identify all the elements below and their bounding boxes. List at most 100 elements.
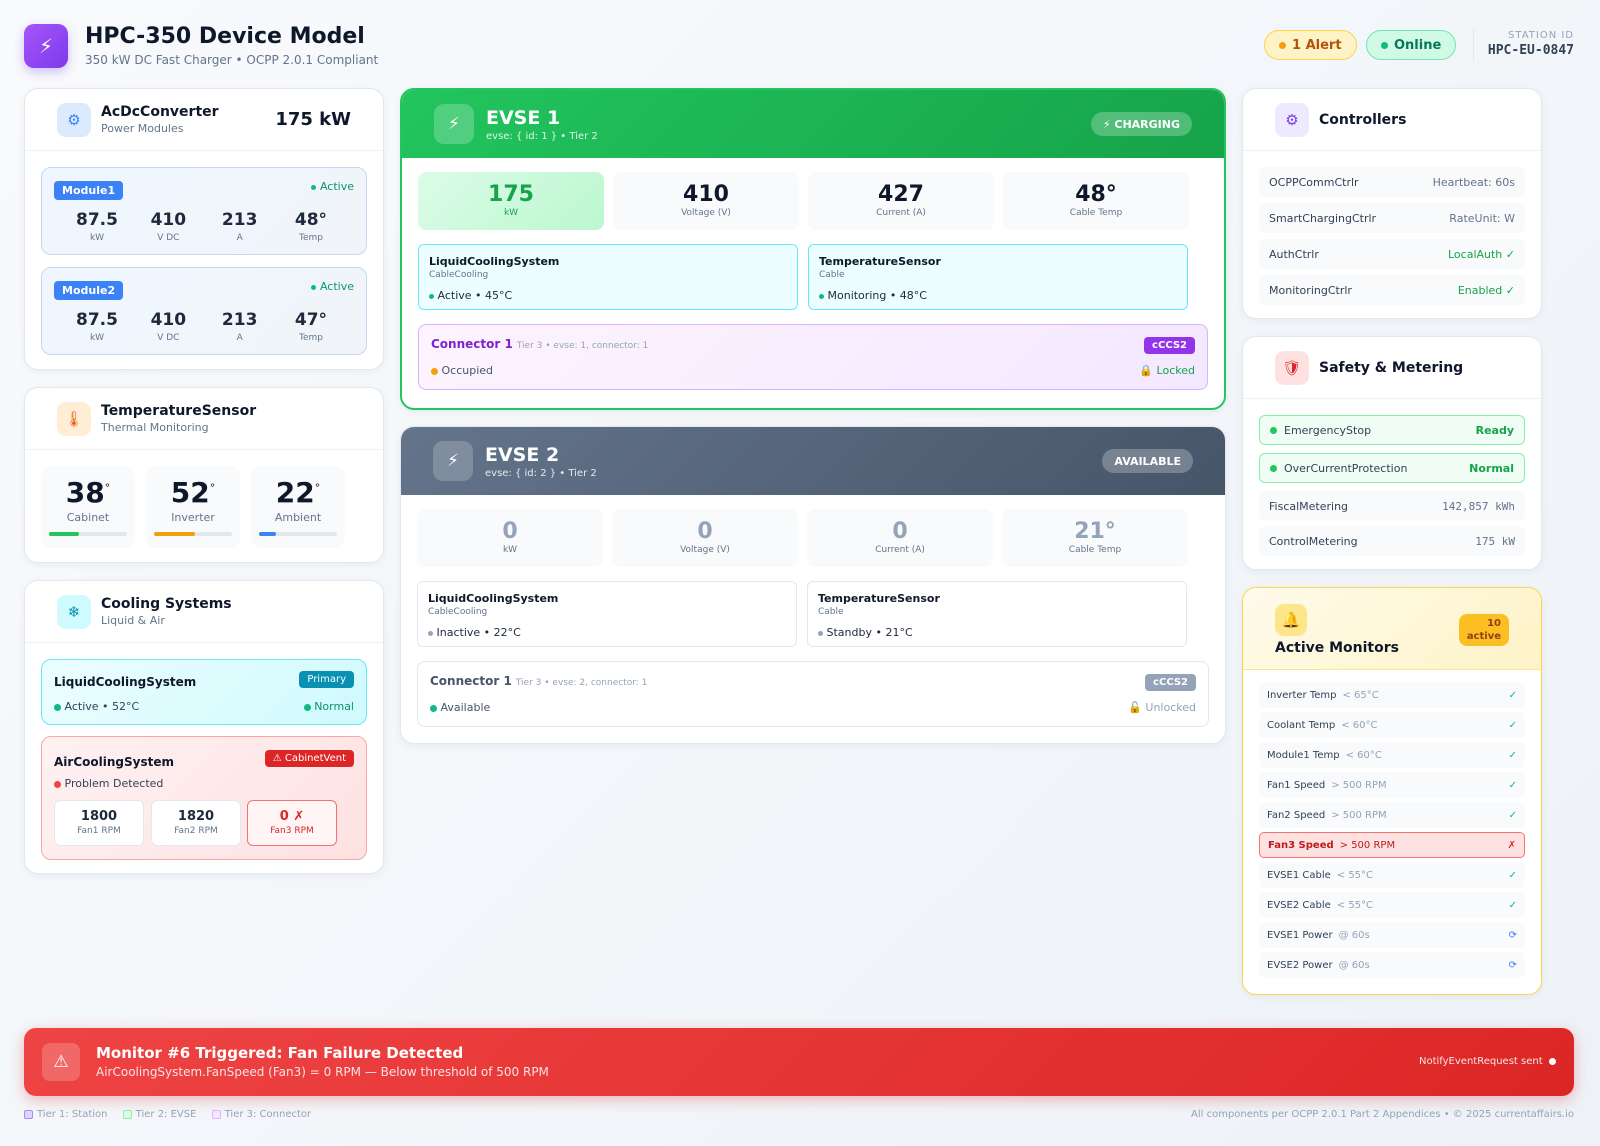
module-tag: Module1: [54, 181, 124, 200]
module-current: 213 A: [221, 310, 258, 343]
evse1-temperature-sensor[interactable]: TemperatureSensor Cable Monitoring • 48°C: [808, 244, 1188, 310]
evse2-subtitle: evse: { id: 2 } • Tier 2: [485, 467, 597, 479]
acdc-title: AcDcConverter: [101, 104, 219, 120]
temp-inverter: 52° Inverter: [146, 466, 240, 548]
monitor-item[interactable]: EVSE2 Power @ 60s ⟳: [1259, 952, 1525, 978]
temp-bar-fill: [259, 532, 277, 536]
emergency-stop-row[interactable]: EmergencyStop Ready: [1259, 415, 1525, 445]
alert-status: NotifyEventRequest sent: [1419, 1056, 1556, 1067]
liquid-cooling-system[interactable]: LiquidCoolingSystem Primary Active • 52°…: [41, 659, 367, 725]
tier-legend: Tier 1: Station Tier 2: EVSE Tier 3: Con…: [24, 1109, 311, 1120]
evse1-current: 427 Current (A): [808, 172, 994, 230]
page-header: HPC-350 Device Model 350 kW DC Fast Char…: [85, 24, 378, 67]
cabinet-vent-tag: ⚠ CabinetVent: [264, 750, 354, 767]
module-status: Active: [311, 180, 354, 193]
lock-icon: 🔒 Locked: [1139, 364, 1195, 377]
evse1-connector-1[interactable]: Connector 1 Tier 3 • evse: 1, connector: …: [418, 324, 1208, 390]
controller-row[interactable]: SmartChargingCtrlr RateUnit: W: [1259, 203, 1525, 233]
evse1-voltage: 410 Voltage (V): [613, 172, 799, 230]
tier2-legend: Tier 2: EVSE: [122, 1109, 196, 1120]
monitor-item-failed[interactable]: Fan3 Speed > 500 RPM ✗: [1259, 832, 1525, 858]
connector-status: Occupied: [431, 364, 493, 377]
module-voltage: 410 V DC: [150, 210, 187, 243]
control-metering-row[interactable]: ControlMetering 175 kW: [1259, 526, 1525, 556]
evse2-current: 0 Current (A): [807, 509, 993, 567]
controller-row[interactable]: AuthCtrlr LocalAuth ✓: [1259, 239, 1525, 269]
connector-title: Connector 1: [430, 674, 512, 688]
module-current: 213 A: [221, 210, 258, 243]
alert-message: AirCoolingSystem.FanSpeed (Fan3) = 0 RPM…: [96, 1065, 549, 1079]
charging-badge: ⚡ CHARGING: [1090, 112, 1192, 136]
monitor-item[interactable]: EVSE1 Power @ 60s ⟳: [1259, 922, 1525, 948]
fiscal-metering-row[interactable]: FiscalMetering 142,857 kWh: [1259, 491, 1525, 521]
module-temp: 48° Temp: [294, 210, 328, 243]
evse2-connector-1[interactable]: Connector 1 Tier 3 • evse: 2, connector: …: [417, 661, 1209, 727]
safety-header: 🛡 Safety & Metering: [1243, 337, 1541, 399]
connector-meta: Tier 3 • evse: 2, connector: 1: [515, 678, 648, 688]
temp-card-header: 🌡 TemperatureSensor Thermal Monitoring: [25, 388, 383, 450]
fan2-rpm: 1820 Fan2 RPM: [151, 800, 241, 846]
controller-row[interactable]: MonitoringCtrlr Enabled ✓: [1259, 275, 1525, 305]
evse1-liquid-cooling[interactable]: LiquidCoolingSystem CableCooling Active •…: [418, 244, 798, 310]
gear-icon: ⚙: [57, 102, 91, 137]
online-dot: [1381, 41, 1388, 49]
module-voltage: 410 V DC: [150, 310, 187, 343]
logo-icon: ⚡: [24, 24, 68, 68]
cooling-subtitle: Liquid & Air: [101, 614, 165, 627]
monitor-item[interactable]: Fan2 Speed > 500 RPM ✓: [1259, 802, 1525, 828]
evse1-subtitle: evse: { id: 1 } • Tier 2: [486, 130, 598, 142]
cooling-title: Cooling Systems: [101, 596, 232, 612]
online-badge: Online: [1366, 30, 1457, 60]
evse2-header: ⚡ EVSE 2 evse: { id: 2 } • Tier 2 AVAILA…: [401, 427, 1225, 495]
alert-banner[interactable]: ⚠ Monitor #6 Triggered: Fan Failure Dete…: [24, 1028, 1574, 1096]
cooling-card-header: ❄ Cooling Systems Liquid & Air: [25, 581, 383, 643]
monitor-item[interactable]: EVSE1 Cable < 55°C ✓: [1259, 862, 1525, 888]
shield-icon: 🛡: [1275, 350, 1309, 385]
liquid-cooling-status: Active • 52°C: [54, 700, 139, 713]
air-cooling-system[interactable]: AirCoolingSystem ⚠ CabinetVent Problem D…: [41, 736, 367, 860]
monitor-item[interactable]: Module1 Temp < 60°C ✓: [1259, 742, 1525, 768]
overcurrent-row[interactable]: OverCurrentProtection Normal: [1259, 453, 1525, 483]
connector-type-tag: cCCS2: [1145, 674, 1196, 691]
evse2-temperature-sensor[interactable]: TemperatureSensor Cable Standby • 21°C: [807, 581, 1187, 647]
monitor-item[interactable]: Fan1 Speed > 500 RPM ✓: [1259, 772, 1525, 798]
controller-row[interactable]: OCPPCommCtrlr Heartbeat: 60s: [1259, 167, 1525, 197]
alert-badge-label: 1 Alert: [1292, 37, 1342, 53]
temperature-sensor-card: 🌡 TemperatureSensor Thermal Monitoring 3…: [24, 387, 384, 563]
connector-status: Available: [430, 701, 490, 714]
safety-metering-card: 🛡 Safety & Metering EmergencyStop Ready O…: [1242, 336, 1542, 570]
air-cooling-title: AirCoolingSystem: [54, 755, 174, 769]
controllers-card: ⚙ Controllers OCPPCommCtrlr Heartbeat: 60…: [1242, 88, 1542, 319]
temp-subtitle: Thermal Monitoring: [101, 421, 209, 434]
controllers-title: Controllers: [1319, 111, 1407, 128]
station-id-label: STATION ID: [1508, 30, 1574, 41]
evse2-liquid-cooling[interactable]: LiquidCoolingSystem CableCooling Inactive…: [417, 581, 797, 647]
module-status: Active: [311, 280, 354, 293]
module-temp: 47° Temp: [294, 310, 328, 343]
cooling-systems-card: ❄ Cooling Systems Liquid & Air LiquidCoo…: [24, 580, 384, 874]
alert-badge[interactable]: 1 Alert: [1264, 30, 1357, 60]
monitor-item[interactable]: EVSE2 Cable < 55°C ✓: [1259, 892, 1525, 918]
module-tag: Module2: [54, 281, 124, 300]
controllers-header: ⚙ Controllers: [1243, 89, 1541, 151]
liquid-cooling-title: LiquidCoolingSystem: [54, 675, 197, 689]
alert-dot: [1279, 41, 1286, 49]
acdc-converter-card: ⚙ AcDcConverter Power Modules 175 kW Mod…: [24, 88, 384, 370]
snowflake-icon: ❄: [57, 594, 91, 629]
monitors-header: 🔔 Active Monitors 10 active: [1243, 588, 1541, 670]
power-module-1[interactable]: Module1 Active 87.5 kW 410 V DC 213 A 48° Te…: [41, 167, 367, 255]
monitor-item[interactable]: Inverter Temp < 65°C ✓: [1259, 682, 1525, 708]
evse2-cable-temp: 21° Cable Temp: [1002, 509, 1188, 567]
fan3-rpm: 0 ✗ Fan3 RPM: [247, 800, 337, 846]
safety-title: Safety & Metering: [1319, 359, 1464, 376]
liquid-cooling-state: Normal: [303, 700, 354, 713]
unlock-icon: 🔓 Unlocked: [1128, 701, 1196, 714]
station-id-value: HPC-EU-0847: [1487, 43, 1574, 58]
online-badge-label: Online: [1394, 37, 1442, 53]
page-title: HPC-350 Device Model: [85, 24, 365, 49]
monitor-item[interactable]: Coolant Temp < 60°C ✓: [1259, 712, 1525, 738]
lightning-icon: ⚡: [434, 104, 474, 144]
power-module-2[interactable]: Module2 Active 87.5 kW 410 V DC 213 A 47° Te…: [41, 267, 367, 355]
evse1-power: 175 kW: [418, 172, 604, 230]
temp-bar-fill: [49, 532, 79, 536]
